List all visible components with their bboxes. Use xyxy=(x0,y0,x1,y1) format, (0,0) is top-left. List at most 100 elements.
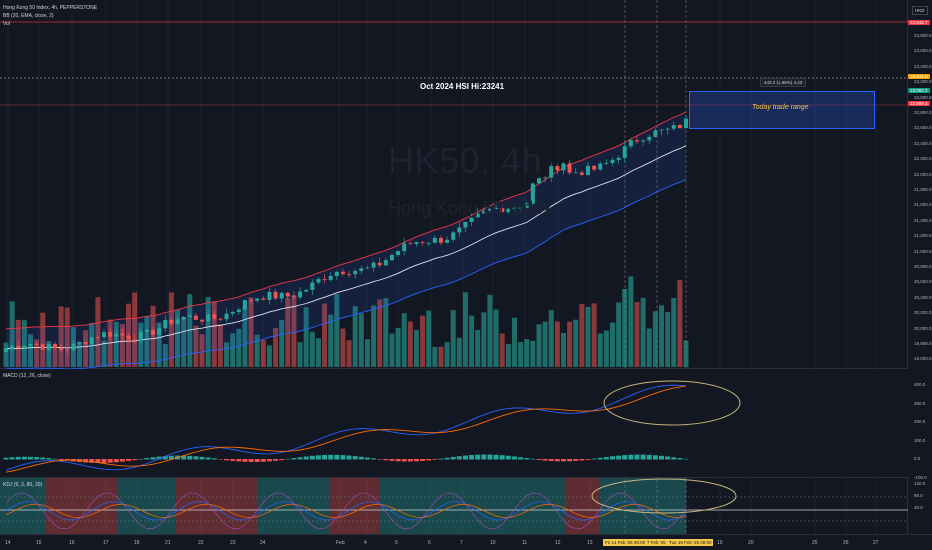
candle-body xyxy=(279,292,284,299)
price-tick: 21,400.0 xyxy=(914,217,932,223)
volume-bar xyxy=(119,324,125,367)
candle-body xyxy=(641,140,646,142)
time-tick: 6 xyxy=(428,540,431,546)
candle-body xyxy=(414,242,419,244)
price-tick: 23,000.0 xyxy=(914,94,932,100)
volume-bar xyxy=(358,313,364,367)
candle-body xyxy=(438,237,443,243)
price-tick: 20,800.0 xyxy=(914,264,932,269)
macd-bar xyxy=(640,454,646,460)
kdj-highlight-ellipse xyxy=(591,478,737,514)
kdj-zone xyxy=(0,478,45,534)
price-tick: 23,600.0 xyxy=(914,48,932,54)
volume-bar xyxy=(309,331,315,367)
macd-bar xyxy=(597,457,603,460)
volume-bar xyxy=(665,312,671,367)
macd-bar xyxy=(224,459,230,461)
volume-bar xyxy=(603,330,609,367)
volume-bar xyxy=(21,320,27,367)
candle-body xyxy=(604,163,609,164)
candle-body xyxy=(169,319,174,324)
candle-body xyxy=(365,267,370,269)
macd-bar xyxy=(113,459,119,463)
macd-legend[interactable]: MACD (12, 26, close) xyxy=(3,373,51,379)
time-tick: Feb xyxy=(336,540,345,546)
macd-bar xyxy=(652,455,658,460)
candle-body xyxy=(10,345,15,349)
price-tick: 22,200.0 xyxy=(914,156,932,162)
volume-bar xyxy=(40,312,46,367)
volume-bar xyxy=(475,329,481,367)
volume-bar xyxy=(113,321,119,367)
macd-bar xyxy=(107,459,113,463)
candle-body xyxy=(377,262,382,266)
candle-body xyxy=(151,329,156,335)
volume-bar xyxy=(181,317,187,367)
volume-legend[interactable]: Vol xyxy=(3,21,10,27)
symbol-legend[interactable]: Hong Kong 50 Index, 4h, PEPPERSTONE xyxy=(3,5,98,11)
macd-bar xyxy=(132,459,138,461)
volume-bar xyxy=(95,297,101,367)
volume-bar xyxy=(671,297,677,367)
volume-bar xyxy=(52,346,58,367)
kdj-zone xyxy=(330,478,380,534)
price-tick: 20,600.0 xyxy=(914,279,932,285)
volume-bar xyxy=(205,297,211,367)
candle-body xyxy=(622,146,627,158)
candle-body xyxy=(457,227,462,233)
macd-bar xyxy=(677,458,683,460)
volume-bar xyxy=(530,340,536,367)
time-tick: 11 xyxy=(522,540,528,546)
candle-body xyxy=(451,232,456,240)
kdj-k-line xyxy=(5,501,687,521)
time-tick: 10 xyxy=(490,540,496,546)
macd-bar xyxy=(542,459,548,461)
candle-body xyxy=(218,318,223,320)
time-tick: 22 xyxy=(198,540,204,546)
volume-bar xyxy=(585,306,591,367)
trade-range-label: Today trade range xyxy=(752,104,809,111)
volume-bar xyxy=(377,299,383,367)
macd-bar xyxy=(395,459,401,462)
volume-bar xyxy=(273,328,279,367)
candle-body xyxy=(389,255,394,261)
volume-bar xyxy=(162,344,168,367)
volume-bar xyxy=(303,307,309,367)
candle-body xyxy=(102,332,107,338)
currency-badge[interactable]: HKD xyxy=(912,6,928,15)
candle-body xyxy=(567,163,572,173)
volume-bar xyxy=(132,292,138,367)
candle-body xyxy=(628,140,633,147)
kdj-legend[interactable]: KDJ (9, 3, 80, 20) xyxy=(3,482,43,488)
macd-bar xyxy=(683,458,689,460)
kdj-tick: 40.0 xyxy=(914,505,923,510)
candle-body xyxy=(46,344,51,350)
macd-bar xyxy=(616,455,622,460)
price-tag: 23,082.2 xyxy=(908,88,930,93)
candle-body xyxy=(59,347,64,350)
macd-bar xyxy=(291,458,297,460)
high-annotation[interactable]: Oct 2024 HSI Hi:23241 xyxy=(420,82,505,91)
volume-bar xyxy=(677,279,683,367)
macd-bar xyxy=(303,456,309,460)
macd-bar xyxy=(230,459,236,461)
macd-tick: 400.0 xyxy=(914,382,926,387)
trade-range-box[interactable] xyxy=(689,91,875,129)
macd-bar xyxy=(309,455,315,460)
volume-bar xyxy=(371,305,377,367)
time-tick: 19 xyxy=(717,540,723,546)
volume-bar xyxy=(450,310,456,367)
candle-body xyxy=(224,313,229,320)
time-tick: 24 xyxy=(260,540,266,546)
bollinger-legend[interactable]: BB (20, EMA, close, 2) xyxy=(3,13,54,19)
kdj-background xyxy=(0,478,686,534)
volume-bar xyxy=(536,324,542,367)
bollinger-basis xyxy=(5,145,687,350)
candle-body xyxy=(402,243,407,252)
macd-bar xyxy=(297,457,303,460)
candle-body xyxy=(34,343,39,345)
volume-bar xyxy=(634,302,640,367)
candle-body xyxy=(420,242,425,244)
time-tick: 5 xyxy=(395,540,398,546)
